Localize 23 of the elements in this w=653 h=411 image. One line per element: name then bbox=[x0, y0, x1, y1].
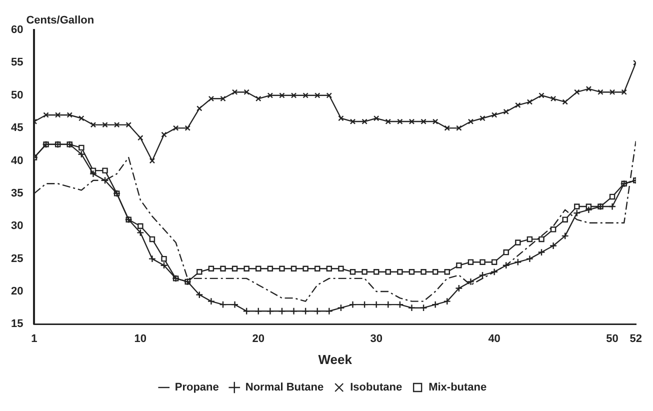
y-tick-label: 40 bbox=[10, 154, 24, 167]
x-tick-label: 1 bbox=[31, 332, 38, 345]
legend-label: Propane bbox=[174, 382, 219, 394]
x-axis-title: Week bbox=[318, 352, 353, 367]
y-tick-label: 20 bbox=[10, 286, 24, 298]
y-tick-label: 25 bbox=[10, 252, 24, 265]
x-tick-label: 52 bbox=[630, 332, 642, 345]
x-tick-label: 10 bbox=[134, 332, 147, 345]
x-tick-label: 30 bbox=[370, 332, 382, 345]
y-tick-label: 35 bbox=[10, 187, 24, 200]
y-axis-title: Cents/Gallon bbox=[26, 14, 94, 27]
y-tick-label: 15 bbox=[10, 318, 24, 330]
legend-label: Isobutane bbox=[350, 382, 402, 394]
legend-label: Mix-butane bbox=[428, 382, 487, 394]
y-tick-label: 30 bbox=[10, 220, 24, 232]
legend-label: Normal Butane bbox=[245, 382, 324, 394]
x-tick-label: 20 bbox=[252, 332, 265, 345]
y-tick-label: 60 bbox=[10, 24, 24, 36]
y-tick-label: 45 bbox=[10, 122, 24, 134]
x-tick-label: 50 bbox=[606, 332, 618, 345]
y-tick-label: 55 bbox=[10, 56, 24, 69]
y-tick-label: 50 bbox=[10, 89, 24, 102]
x-tick-label: 40 bbox=[488, 332, 500, 345]
